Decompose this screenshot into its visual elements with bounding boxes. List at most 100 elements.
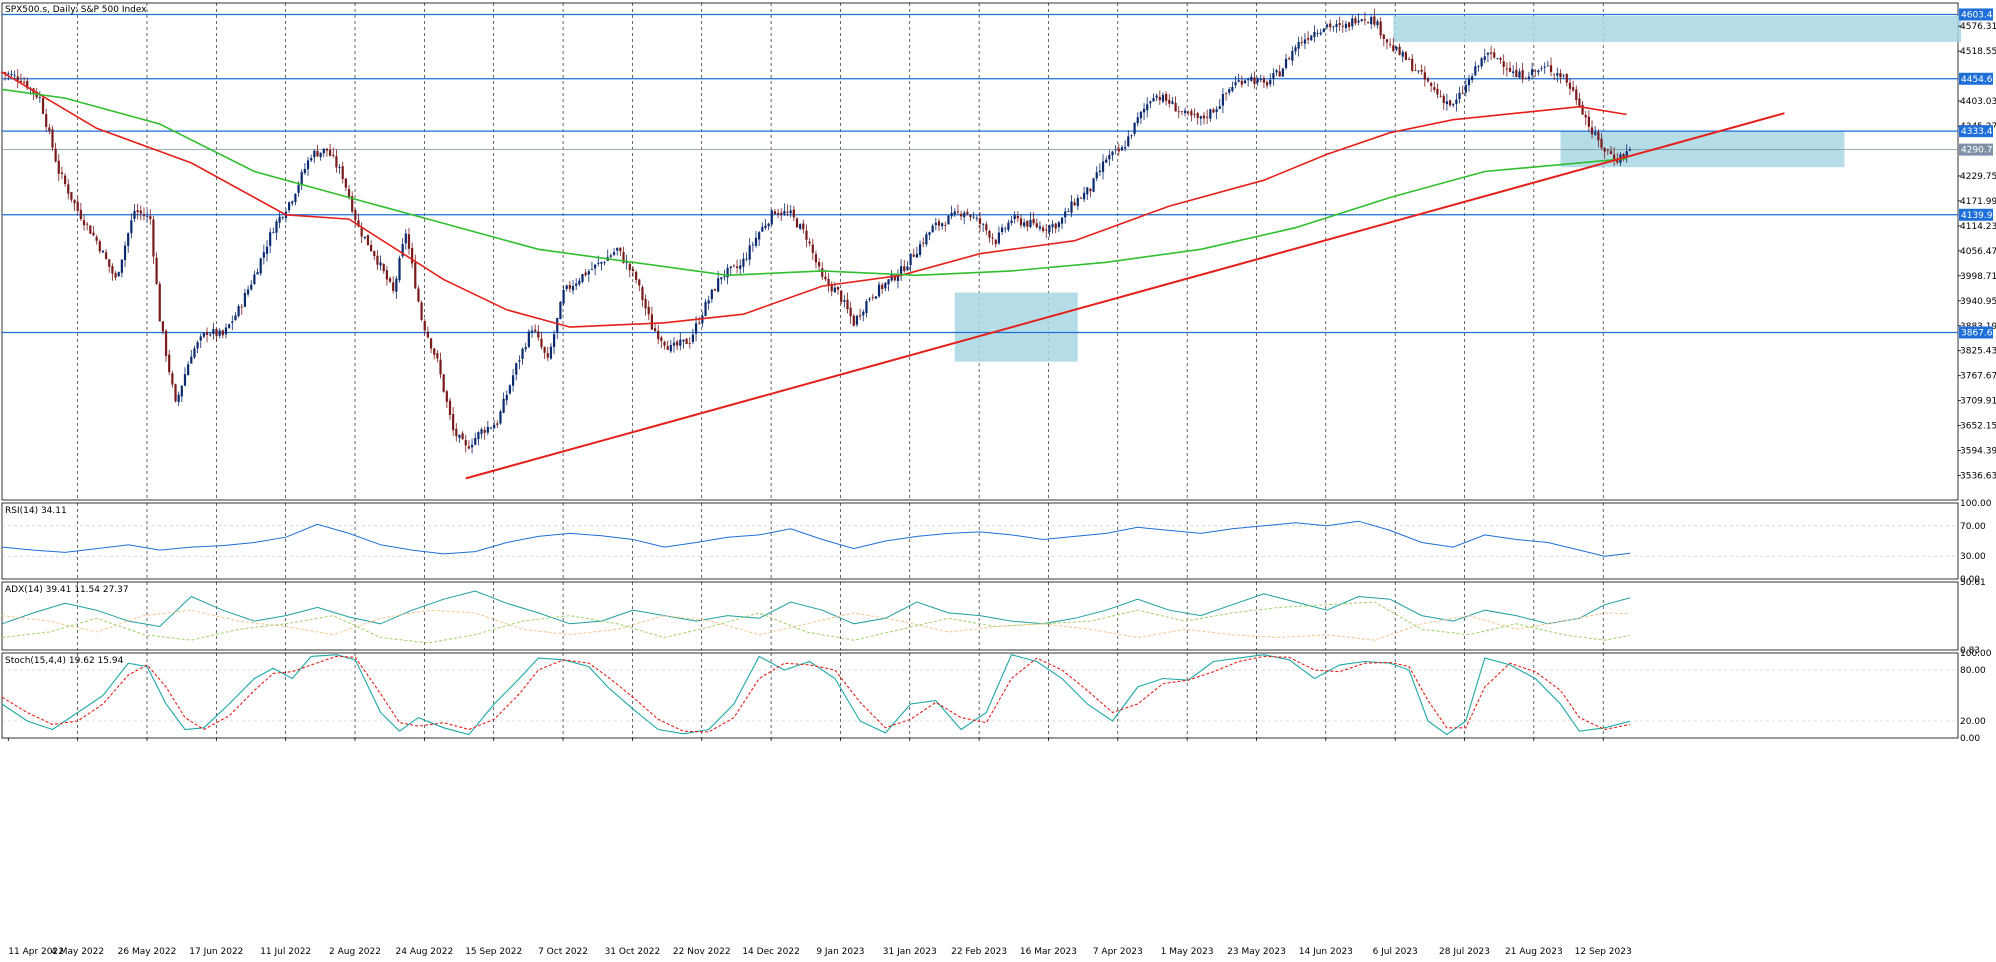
- candle-body: [786, 212, 789, 213]
- candle-body: [1486, 52, 1490, 55]
- candle-body: [660, 337, 663, 341]
- candle-body: [663, 341, 666, 346]
- candle-body: [1452, 104, 1455, 106]
- price-axis-label: 4171.99: [1960, 197, 1996, 207]
- candle-body: [1363, 19, 1366, 21]
- candle-body: [319, 152, 322, 158]
- stoch-pane-frame: [1, 652, 1959, 739]
- candle-body: [565, 285, 568, 289]
- candle-body: [313, 150, 316, 158]
- candle-body: [1609, 150, 1613, 155]
- candle-body: [1038, 226, 1042, 229]
- date-axis-label: 31 Jan 2023: [883, 947, 937, 957]
- candle-body: [903, 266, 906, 272]
- date-axis-label: 6 Jul 2023: [1373, 947, 1418, 957]
- candle-body: [530, 330, 534, 333]
- candle-body: [19, 80, 23, 83]
- stoch-series-line-0: [1, 654, 1631, 736]
- candle-body: [657, 330, 660, 340]
- candle-body: [161, 321, 165, 332]
- candle-body: [183, 374, 187, 386]
- candle-body: [524, 347, 527, 350]
- candle-body: [1108, 154, 1111, 160]
- candle-body: [205, 332, 209, 335]
- candle-body: [1348, 22, 1351, 28]
- candle-body: [1092, 178, 1095, 192]
- candle-body: [543, 347, 546, 353]
- date-axis-label: 28 Jul 2023: [1439, 947, 1490, 957]
- candle-body: [1568, 82, 1572, 89]
- candle-body: [1316, 33, 1319, 34]
- candle-body: [1187, 112, 1190, 114]
- candle-body: [1272, 73, 1275, 79]
- candle-body: [641, 287, 644, 301]
- candle-body: [959, 213, 963, 217]
- candle-body: [493, 424, 496, 429]
- candle-body: [1373, 16, 1376, 25]
- candle-body: [1385, 39, 1389, 43]
- candle-body: [325, 148, 329, 151]
- candle-body: [1338, 23, 1341, 26]
- highlight-zone: [1393, 15, 1962, 42]
- candle-body: [754, 237, 758, 246]
- candle-body: [347, 189, 351, 198]
- stoch-title: Stoch(15,4,4) 19.62 15.94: [5, 656, 124, 666]
- candle-body: [38, 97, 41, 98]
- candle-body: [1083, 192, 1086, 200]
- candle-body: [73, 199, 76, 204]
- candle-body: [751, 244, 754, 246]
- candle-body: [360, 228, 363, 237]
- date-axis-label: 21 Aug 2023: [1505, 947, 1563, 957]
- candle-body: [1524, 78, 1527, 80]
- candle-body: [1332, 26, 1335, 28]
- candle-body: [123, 245, 127, 260]
- candle-body: [45, 114, 48, 127]
- candle-body: [780, 212, 783, 216]
- candle-body: [985, 224, 988, 231]
- candle-body: [997, 232, 1001, 244]
- adx-title: ADX(14) 39.41 11.54 27.37: [5, 585, 129, 595]
- candle-body: [950, 212, 953, 217]
- candle-body: [852, 315, 855, 326]
- candle-body: [332, 154, 335, 156]
- candle-body: [1587, 116, 1590, 127]
- candle-body: [92, 232, 95, 236]
- level-price-flag-box: [1959, 8, 1993, 21]
- candle-body: [1341, 25, 1344, 27]
- candle-body: [234, 315, 237, 321]
- candle-body: [647, 306, 650, 315]
- candle-body: [704, 301, 707, 316]
- candle-body: [1518, 71, 1521, 78]
- candle-body: [584, 272, 587, 276]
- candle-body: [262, 252, 265, 258]
- candle-body: [1534, 70, 1537, 72]
- candle-body: [127, 233, 130, 246]
- candle-body: [1616, 158, 1619, 163]
- candle-body: [1622, 154, 1625, 157]
- date-axis-label: 11 Jul 2022: [260, 947, 311, 957]
- candle-body: [1243, 80, 1247, 84]
- candle-body: [489, 427, 493, 429]
- candle-body: [691, 334, 695, 342]
- candle-body: [947, 215, 950, 225]
- candle-body: [1183, 110, 1187, 114]
- candle-body: [1111, 151, 1114, 156]
- current-price-flag-box: [1959, 143, 1993, 156]
- candle-body: [1464, 84, 1467, 93]
- candle-body: [915, 253, 919, 258]
- candle-body: [1420, 69, 1423, 72]
- price-axis-label: 4403.03: [1960, 97, 1996, 107]
- candle-body: [1149, 101, 1152, 104]
- candle-body: [1540, 68, 1543, 69]
- candle-body: [1218, 106, 1221, 110]
- candle-body: [628, 263, 631, 271]
- candle-body: [963, 212, 966, 218]
- candle-body: [1578, 98, 1581, 107]
- candle-body: [1310, 35, 1313, 41]
- candle-body: [281, 217, 284, 219]
- candle-body: [158, 283, 161, 322]
- candle-body: [871, 297, 874, 299]
- price-axis-label: 3767.67: [1960, 372, 1996, 382]
- candle-body: [1076, 197, 1079, 206]
